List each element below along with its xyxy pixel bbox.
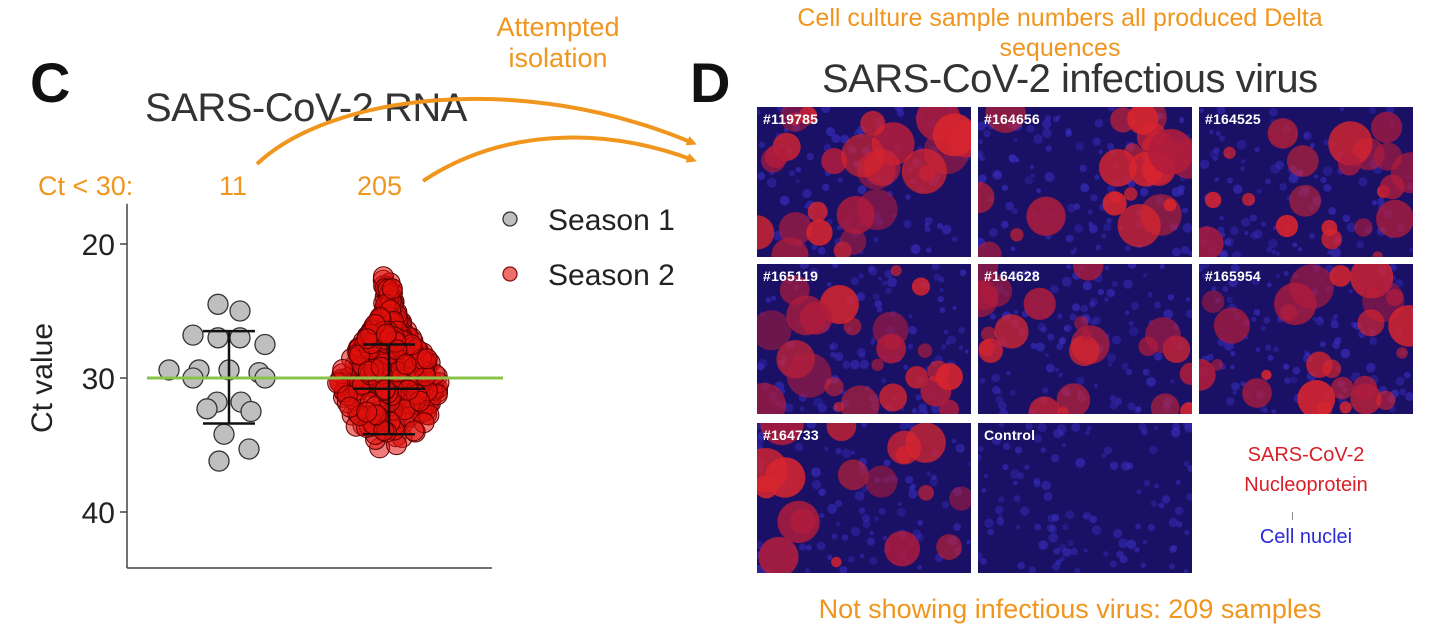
legend-marker (502, 211, 518, 227)
sample-id-label: Control (984, 427, 1036, 443)
sample-id-label: #164628 (984, 268, 1040, 284)
season1-point (213, 423, 235, 445)
sample-id-label: #165119 (763, 268, 819, 284)
microscopy-tile: #165119 (757, 264, 971, 414)
season2-point (375, 323, 397, 345)
red-stained-cells-image (1199, 107, 1413, 257)
legend-tick (1292, 512, 1293, 520)
season1-point (240, 400, 262, 423)
season2-point (381, 278, 403, 300)
red-stained-cells-image (757, 264, 969, 414)
season1-point (207, 293, 229, 315)
microscopy-tile: #164733 (757, 423, 971, 573)
ct-value-scatter-chart: 20 30 40 Ct value Season 1 Season 2 (26, 203, 675, 569)
panel-d-title: SARS-CoV-2 infectious virus (822, 57, 1318, 101)
blue-nuclei-image (978, 423, 1192, 573)
microscopy-tile: #165954 (1199, 264, 1413, 414)
sample-id-label: #165954 (1205, 268, 1261, 284)
legend-label: Season 1 (548, 204, 675, 237)
red-stained-cells-image (757, 423, 971, 573)
season2-point (397, 379, 419, 401)
microscopy-tile: #164656 (978, 107, 1192, 257)
season1-point (238, 438, 260, 460)
sample-id-label: #119785 (763, 111, 819, 127)
season1-point (158, 359, 180, 381)
red-stained-cells-image (757, 107, 971, 257)
no-infectious-virus-note: Not showing infectious virus: 209 sample… (818, 594, 1322, 624)
season1-count-label: 11 (219, 171, 248, 201)
threshold-label: Ct < 30: (38, 171, 134, 201)
season2-point (395, 353, 417, 375)
isolation-arrows (255, 96, 697, 183)
season2-point (332, 359, 354, 381)
sample-id-label: #164733 (763, 427, 819, 443)
arrow-season2 (421, 135, 697, 183)
y-tick-label: 20 (82, 229, 115, 262)
season1-point (229, 300, 251, 322)
sample-id-label: #164525 (1205, 111, 1261, 127)
season1-point (182, 324, 204, 346)
y-axis-label: Ct value (26, 323, 59, 433)
y-tick-label: 40 (82, 497, 115, 530)
microscopy-tile: #119785 (757, 107, 971, 257)
microscopy-tile: #164628 (978, 264, 1192, 414)
season1-point (254, 333, 276, 356)
red-stained-cells-image (978, 107, 1192, 257)
season2-point (403, 420, 425, 442)
y-tick-label: 30 (82, 363, 115, 396)
control-tile: Control (978, 423, 1192, 573)
red-stained-cells-image (978, 264, 1192, 414)
microscopy-tile: #164525 (1199, 107, 1413, 257)
red-stained-cells-image (1199, 264, 1413, 414)
sample-id-label: #164656 (984, 111, 1040, 127)
legend-label: Season 2 (548, 259, 675, 292)
nucleoprotein-stain-label: SARS-CoV-2 Nucleoprotein (1244, 444, 1368, 496)
panel-c-letter: C (30, 51, 71, 114)
cell-nuclei-stain-label: Cell nuclei (1259, 526, 1353, 548)
attempted-isolation-label: Attempted isolation (496, 12, 620, 73)
panel-c-title: SARS-CoV-2 RNA (145, 86, 467, 130)
season2-count-label: 205 (357, 171, 403, 201)
season1-point (196, 398, 218, 420)
arrow-season1 (255, 96, 697, 166)
season1-point (208, 450, 230, 472)
season2-point (416, 348, 438, 370)
panel-d-letter: D (690, 51, 731, 114)
delta-sequences-note: Cell culture sample numbers all produced… (797, 4, 1323, 62)
legend-marker (502, 266, 518, 282)
season2-point (356, 401, 378, 423)
